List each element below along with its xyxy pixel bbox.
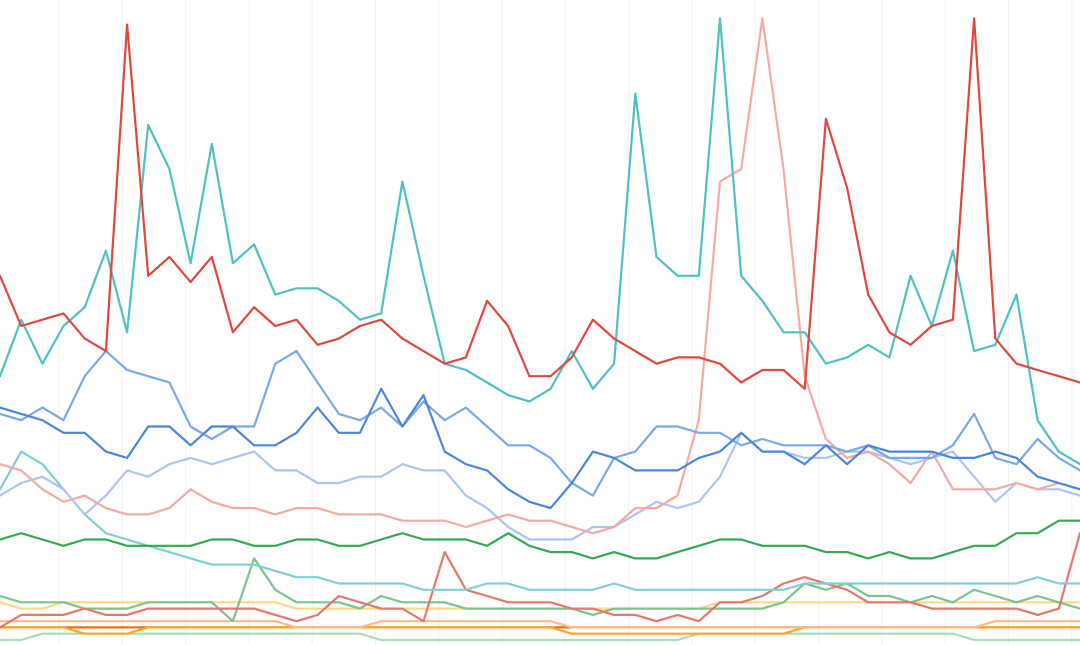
series-line-2 bbox=[0, 17, 1080, 466]
series-line-4 bbox=[0, 350, 1080, 497]
series-line-10 bbox=[0, 557, 1080, 623]
series-line-12 bbox=[0, 620, 1080, 629]
series-line-8 bbox=[0, 450, 1080, 591]
series-line-6 bbox=[0, 431, 1080, 541]
grid-layer bbox=[58, 0, 1073, 645]
series-line-15 bbox=[0, 632, 1080, 642]
series-line-5 bbox=[0, 17, 1080, 535]
series-line-9 bbox=[0, 532, 1080, 629]
series-line-3 bbox=[0, 387, 1080, 510]
series-layer bbox=[0, 17, 1080, 642]
series-line-1 bbox=[0, 17, 1080, 390]
series-line-7 bbox=[0, 519, 1080, 560]
